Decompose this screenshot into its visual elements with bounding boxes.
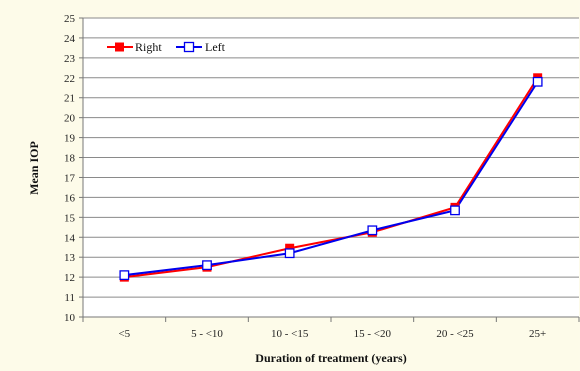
data-point-left	[202, 260, 212, 271]
x-tick-label: 5 - <10	[191, 328, 223, 340]
plot-area	[83, 18, 579, 317]
y-tick-label: 22	[64, 73, 75, 85]
y-axis-title: Mean IOP	[27, 141, 41, 195]
y-tick-label: 23	[64, 53, 76, 65]
data-point-left	[450, 205, 460, 216]
legend: Right Left	[107, 40, 226, 54]
y-tick-label: 21	[64, 93, 75, 105]
data-point-left	[532, 76, 543, 87]
y-tick-label: 15	[64, 212, 76, 224]
y-tick-label: 10	[64, 312, 76, 324]
y-tick-label: 24	[64, 33, 76, 45]
x-tick-label: <5	[118, 328, 130, 340]
x-axis-title: Duration of treatment (years)	[255, 351, 406, 365]
legend-right-marker	[115, 42, 124, 52]
series-layer	[119, 73, 543, 282]
y-tick-label: 12	[64, 272, 75, 284]
y-tick-label: 13	[64, 252, 76, 264]
y-axis-ticks: 10 11 12 13 14 15 16 17 18 19 20 21 22 23 24 25	[64, 13, 83, 324]
x-axis-ticks: <5 5 - <10 10 - <15 15 - <20 20 - <25 25+	[82, 317, 580, 340]
data-point-left	[119, 270, 130, 281]
x-tick-label: 20 - <25	[436, 328, 474, 340]
gridlines	[83, 17, 579, 298]
y-tick-label: 19	[64, 133, 76, 145]
y-tick-label: 18	[64, 153, 76, 165]
y-tick-label: 20	[64, 113, 76, 125]
series-line-left	[124, 81, 539, 277]
x-tick-label: 15 - <20	[354, 328, 392, 340]
y-tick-label: 25	[64, 13, 76, 25]
data-point-left	[367, 225, 378, 236]
y-tick-label: 16	[64, 192, 76, 204]
data-point-right	[285, 243, 295, 253]
x-tick-label: 25+	[529, 328, 546, 340]
x-tick-label: 10 - <15	[271, 328, 309, 340]
legend-right-label: Right	[135, 40, 162, 54]
data-point-left	[284, 248, 295, 259]
y-tick-label: 11	[64, 292, 75, 304]
y-tick-label: 17	[64, 172, 76, 184]
series-line-right	[124, 77, 539, 279]
y-tick-label: 14	[64, 232, 76, 244]
legend-left-marker	[183, 41, 195, 53]
legend-left-label: Left	[205, 40, 226, 54]
